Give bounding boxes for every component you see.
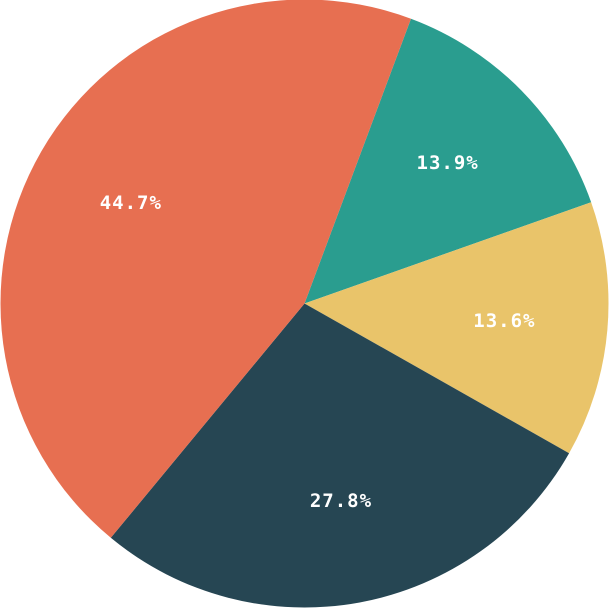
pie-slice-1: [304, 202, 609, 454]
pie-slice-2: [110, 303, 570, 608]
pie-slice-label-1: 13.6%: [473, 310, 535, 332]
pie-labels: 13.9% 13.6% 27.8% 44.7%: [100, 152, 535, 512]
pie-slice-label-2: 27.8%: [310, 490, 372, 512]
pie-slice-0: [304, 18, 592, 304]
pie-slice-label-3: 44.7%: [100, 192, 162, 214]
pie-slice-3: [0, 0, 411, 538]
pie-slice-label-0: 13.9%: [417, 152, 479, 174]
